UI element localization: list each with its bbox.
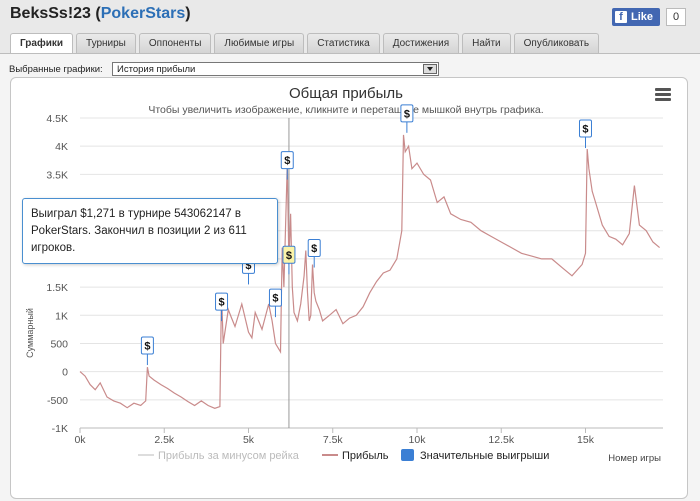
menu-icon[interactable] <box>655 88 671 102</box>
x-tick-label: 2.5k <box>154 434 175 446</box>
big-win-flag <box>215 292 229 311</box>
graph-select[interactable]: История прибыли <box>112 62 439 76</box>
y-tick-label: 0 <box>62 367 68 379</box>
y-tick-label: 1K <box>55 310 68 322</box>
title-bar: BeksSs!23 (PokerStars) f Like 0 <box>0 0 700 30</box>
legend-profit-label: Прибыль <box>342 450 389 462</box>
facebook-icon: f <box>615 11 627 23</box>
big-win-flag <box>400 104 414 123</box>
big-win-flag <box>268 288 282 307</box>
tab-opponents[interactable]: Оппоненты <box>138 33 212 54</box>
x-tick-label: 10k <box>409 434 427 446</box>
tab-tournaments[interactable]: Турниры <box>76 33 136 54</box>
player-name: BeksSs!23 <box>10 5 91 22</box>
y-tick-label: -500 <box>47 395 68 407</box>
chevron-down-icon[interactable] <box>423 64 437 74</box>
window-title: BeksSs!23 (PokerStars) <box>10 5 191 22</box>
big-win-label: $ <box>311 243 317 255</box>
chart-subtitle: Чтобы увеличить изображение, кликните и … <box>148 104 543 116</box>
x-tick-label: 0k <box>74 434 86 446</box>
x-tick-label: 5k <box>243 434 255 446</box>
tab-bar: Графики Турниры Оппоненты Любимые игры С… <box>10 33 600 55</box>
tab-graphs[interactable]: Графики <box>10 33 74 55</box>
big-win-label: $ <box>218 297 224 309</box>
tab-favorite-games[interactable]: Любимые игры <box>214 33 305 54</box>
tab-achievements[interactable]: Достижения <box>382 33 460 54</box>
big-win-flag <box>578 119 592 138</box>
legend-bigwins-label: Значительные выигрыши <box>420 450 549 462</box>
big-win-label: $ <box>404 108 410 120</box>
site-link[interactable]: PokerStars <box>100 5 186 22</box>
tab-publish[interactable]: Опубликовать <box>513 33 600 54</box>
big-win-label: $ <box>286 250 292 262</box>
graph-select-value: История прибыли <box>117 64 196 75</box>
facebook-like-button[interactable]: f Like <box>612 8 660 26</box>
chart-container[interactable] <box>10 77 688 499</box>
chart-title: Общая прибыль <box>289 85 403 102</box>
y-tick-label: -1K <box>52 423 68 435</box>
big-win-flag <box>307 239 321 258</box>
y-tick-label: 4.5K <box>46 113 68 125</box>
big-win-label: $ <box>284 155 290 167</box>
big-win-label: $ <box>582 124 588 136</box>
x-axis-label: Номер игры <box>608 453 661 464</box>
facebook-like-label: Like <box>631 11 654 23</box>
y-axis-label: Суммарный <box>25 308 35 358</box>
y-tick-label: 1.5K <box>46 282 68 294</box>
legend-rake-label: Прибыль за минусом рейка <box>158 450 300 462</box>
like-count: 0 <box>666 8 686 26</box>
y-tick-label: 3.5K <box>46 169 68 181</box>
x-tick-label: 12.5k <box>488 434 514 446</box>
x-tick-label: 15k <box>577 434 595 446</box>
graph-select-label: Выбранные графики: <box>9 64 103 75</box>
big-win-flag <box>282 245 296 264</box>
big-win-label: $ <box>144 341 150 353</box>
big-win-flag <box>280 151 294 170</box>
big-win-label: $ <box>245 260 251 272</box>
big-win-label: $ <box>272 293 278 305</box>
big-win-flag <box>140 336 154 355</box>
x-tick-label: 7.5k <box>323 434 344 446</box>
tooltip: Выиграл $1,271 в турнире 543062147 в Pok… <box>22 198 278 264</box>
y-tick-label: 4K <box>55 141 68 153</box>
tab-search[interactable]: Найти <box>462 33 511 54</box>
legend-bigwins-symbol <box>401 449 414 461</box>
y-tick-label: 500 <box>50 338 68 350</box>
profit-line <box>79 134 660 409</box>
tooltip-text: Выиграл $1,271 в турнире 543062147 в Pok… <box>31 208 247 254</box>
tab-statistics[interactable]: Статистика <box>307 33 380 54</box>
